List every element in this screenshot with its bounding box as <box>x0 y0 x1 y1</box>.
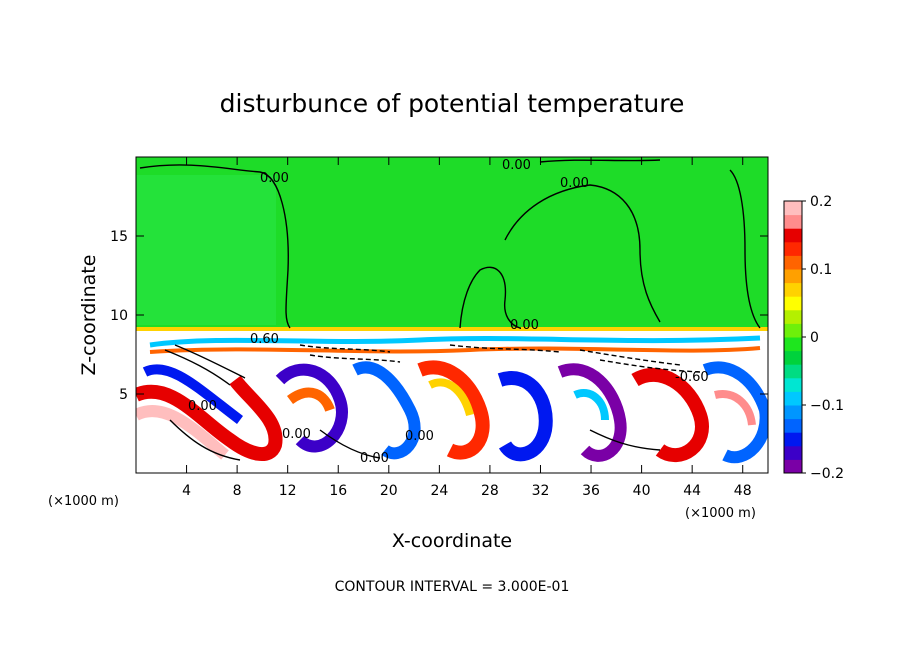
tropopause-band <box>136 327 768 331</box>
x-tick-label: 20 <box>380 483 398 499</box>
x-tick-label: 36 <box>582 483 600 499</box>
colorbar-swatch <box>784 459 802 474</box>
y-tick-label: 5 <box>119 387 128 403</box>
contour-interval-note: CONTOUR INTERVAL = 3.000E-01 <box>335 579 570 595</box>
x-unit-right: (×1000 m) <box>685 506 756 521</box>
y-tick-label: 10 <box>110 308 128 324</box>
colorbar-swatch <box>784 337 802 352</box>
contour-label: 0.00 <box>510 318 539 333</box>
contour-label: 0.00 <box>188 399 217 414</box>
y-tick-label: 15 <box>110 229 128 245</box>
turbulent-blobs <box>136 335 768 464</box>
contour-label: 0.00 <box>360 451 389 466</box>
colorbar-swatch <box>784 432 802 447</box>
x-tick-label: 28 <box>481 483 499 499</box>
colorbar-swatch <box>784 323 802 338</box>
contour-label: 0.00 <box>405 429 434 444</box>
upper-field-shade <box>136 175 276 325</box>
contour-label: 0.00 <box>560 176 589 191</box>
plot-area <box>136 157 768 473</box>
colorbar-swatch <box>784 201 802 216</box>
colorbar-swatch <box>784 350 802 365</box>
x-axis-label: X-coordinate <box>392 530 512 552</box>
x-tick-label: 48 <box>734 483 752 499</box>
contour-label: 0.60 <box>250 332 279 347</box>
contour-label: 0.00 <box>282 427 311 442</box>
contour-label-group: 0.00 0.00 0.00 0.00 0.60 0.00 0.00 0.00 … <box>188 158 709 466</box>
contour-label: -0.60 <box>675 370 709 385</box>
colorbar-tick-label: 0.1 <box>810 262 832 278</box>
colorbar-tick-label: −0.2 <box>810 466 844 482</box>
colorbar <box>784 201 802 474</box>
colorbar-swatch <box>784 241 802 256</box>
colorbar-swatch <box>784 405 802 420</box>
colorbar-swatch <box>784 269 802 284</box>
colorbar-tick-label: 0.2 <box>810 194 832 210</box>
colorbar-swatch <box>784 377 802 392</box>
colorbar-swatch <box>784 364 802 379</box>
colorbar-swatch <box>784 296 802 311</box>
contour-lines <box>139 159 761 461</box>
y-axis: 5 10 15 <box>110 229 768 403</box>
colorbar-tick-label: 0 <box>810 330 819 346</box>
contour-label: 0.00 <box>260 171 289 186</box>
colorbar-swatch <box>784 228 802 243</box>
colorbar-swatch <box>784 214 802 229</box>
x-tick-label: 16 <box>329 483 347 499</box>
colorbar-swatch <box>784 282 802 297</box>
colorbar-swatch <box>784 418 802 433</box>
x-axis: 4 8 12 16 20 24 28 32 36 40 44 48 <box>182 157 752 499</box>
colorbar-swatch <box>784 445 802 460</box>
chart-title: disturbunce of potential temperature <box>220 89 685 118</box>
colorbar-swatch <box>784 309 802 324</box>
colorbar-ticks: 0.2 0.1 0 −0.1 −0.2 <box>802 194 844 482</box>
contour-label: 0.00 <box>502 158 531 173</box>
colorbar-tick-label: −0.1 <box>810 398 844 414</box>
x-tick-label: 32 <box>532 483 550 499</box>
x-tick-label: 40 <box>633 483 651 499</box>
y-axis-label: Z-coordinate <box>78 255 100 376</box>
x-tick-label: 8 <box>233 483 242 499</box>
x-tick-label: 44 <box>683 483 701 499</box>
x-tick-label: 12 <box>279 483 297 499</box>
x-tick-label: 4 <box>182 483 191 499</box>
x-tick-label: 24 <box>430 483 448 499</box>
colorbar-swatch <box>784 391 802 406</box>
colorbar-swatch <box>784 255 802 270</box>
x-unit-left: (×1000 m) <box>48 494 119 509</box>
